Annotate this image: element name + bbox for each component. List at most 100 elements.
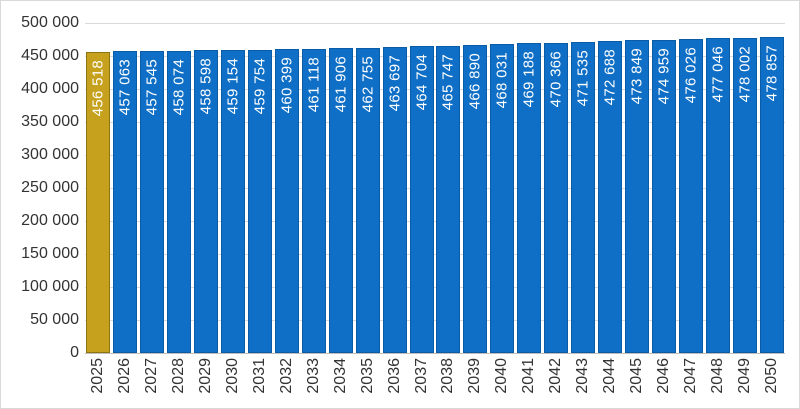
bar-2041: 469 188 (517, 43, 542, 353)
bar-value-label: 459 754 (251, 57, 269, 114)
bar-value-label: 457 545 (143, 59, 161, 116)
bar-2042: 470 366 (544, 42, 569, 353)
bar-value-label: 473 849 (628, 48, 646, 105)
bar-2033: 461 118 (301, 48, 326, 353)
x-axis-tick-label: 2044 (600, 358, 618, 394)
bar-2050: 478 857 (759, 36, 784, 353)
x-axis-tick-slot: 2041 (516, 358, 543, 408)
bar-2040: 468 031 (490, 44, 515, 353)
bar-value-label: 477 046 (709, 46, 727, 103)
x-axis-tick-label: 2027 (143, 358, 161, 394)
bar-value-label: 460 399 (278, 57, 296, 114)
bar-2044: 472 688 (598, 41, 622, 353)
x-axis-tick-label: 2049 (735, 358, 753, 394)
bar-2027: 457 545 (140, 51, 165, 353)
bar-value-label: 474 959 (655, 47, 673, 104)
x-axis-tick-label: 2039 (466, 358, 484, 394)
bar-2031: 459 754 (248, 49, 272, 353)
x-axis-tick-label: 2025 (89, 358, 107, 394)
y-axis-tick-label: 250 000 (21, 179, 79, 196)
y-axis-tick-label: 50 000 (30, 311, 79, 328)
x-axis-tick-label: 2047 (681, 358, 699, 394)
bar-2032: 460 399 (274, 49, 299, 353)
x-axis-tick-label: 2030 (224, 358, 242, 394)
bar-value-label: 476 026 (682, 46, 700, 104)
x-axis-tick-label: 2050 (762, 358, 780, 394)
bar-value-label: 465 747 (439, 53, 457, 110)
x-axis-tick-slot: 2049 (731, 358, 758, 408)
bar-2037: 464 704 (409, 46, 434, 353)
x-axis-tick-label: 2048 (708, 358, 726, 394)
x-axis-tick-slot: 2039 (462, 358, 489, 408)
bar-value-label: 478 857 (763, 44, 781, 102)
x-axis-tick-label: 2032 (277, 358, 295, 394)
x-axis-tick-slot: 2047 (677, 358, 704, 408)
bar-value-label: 466 890 (466, 52, 484, 110)
y-axis-tick-label: 0 (70, 344, 79, 361)
y-axis-tick-label: 300 000 (21, 146, 79, 163)
gridline (85, 23, 785, 24)
x-axis-tick-label: 2041 (520, 358, 538, 394)
x-axis-tick-slot: 2033 (300, 358, 327, 408)
bar-value-label: 458 074 (170, 58, 188, 115)
bar-value-label: 464 704 (413, 54, 431, 111)
x-axis-tick-slot: 2029 (193, 358, 220, 408)
bar-value-label: 459 154 (224, 57, 242, 115)
x-axis-tick-label: 2031 (250, 358, 268, 394)
bar-value-label: 478 002 (736, 45, 754, 102)
bar-value-label: 457 063 (116, 59, 134, 116)
x-axis-tick-label: 2046 (654, 358, 672, 394)
bar-2049: 478 002 (732, 37, 757, 353)
bar-value-label: 472 688 (601, 49, 619, 106)
bar-2048: 477 046 (705, 38, 730, 353)
x-axis-tick-slot: 2050 (758, 358, 785, 408)
bar-value-label: 469 188 (520, 51, 538, 108)
bar-2030: 459 154 (221, 49, 246, 353)
x-axis-tick-slot: 2035 (354, 358, 381, 408)
bar-2038: 465 747 (436, 45, 461, 353)
bar-2029: 458 598 (194, 50, 219, 353)
x-axis-tick-slot: 2032 (273, 358, 300, 408)
bar-2039: 466 890 (463, 44, 488, 353)
x-axis-tick-slot: 2027 (139, 358, 166, 408)
bar-value-label: 471 535 (574, 49, 592, 107)
x-axis-tick-slot: 2025 (85, 358, 112, 408)
x-axis-tick-slot: 2031 (247, 358, 274, 408)
x-axis-tick-slot: 2038 (435, 358, 462, 408)
x-axis-tick-label: 2026 (116, 358, 134, 394)
bar-value-label: 470 366 (547, 50, 565, 107)
bar-2028: 458 074 (167, 50, 192, 353)
x-axis-tick-label: 2037 (412, 358, 430, 394)
x-axis-tick-slot: 2044 (597, 358, 624, 408)
x-axis-line (85, 353, 785, 354)
x-axis-tick-label: 2034 (331, 358, 349, 394)
bar-2045: 473 849 (624, 40, 649, 353)
x-axis-tick-label: 2036 (385, 358, 403, 394)
y-axis-tick-label: 200 000 (21, 212, 79, 229)
bar-2026: 457 063 (113, 51, 138, 353)
x-axis-tick-slot: 2030 (220, 358, 247, 408)
y-axis-tick-label: 100 000 (21, 278, 79, 295)
x-axis-tick-label: 2043 (574, 358, 592, 394)
bar-2025: 456 518 (86, 51, 111, 353)
x-axis-tick-slot: 2042 (543, 358, 570, 408)
bar-2034: 461 906 (328, 48, 353, 353)
bar-2043: 471 535 (571, 41, 596, 353)
bar-2047: 476 026 (678, 38, 703, 353)
x-axis-tick-slot: 2037 (408, 358, 435, 408)
y-axis-tick-label: 350 000 (21, 113, 79, 130)
x-axis-tick-slot: 2026 (112, 358, 139, 408)
bar-2035: 462 755 (355, 47, 380, 353)
x-axis-tick-slot: 2034 (327, 358, 354, 408)
x-axis-tick-label: 2028 (170, 358, 188, 394)
bar-value-label: 456 518 (89, 59, 107, 117)
x-axis-tick-label: 2040 (493, 358, 511, 394)
x-axis-tick-label: 2045 (627, 358, 645, 394)
y-axis-tick-label: 450 000 (21, 47, 79, 64)
bar-value-label: 458 598 (197, 58, 215, 115)
bar-value-label: 468 031 (493, 52, 511, 109)
x-axis-tick-label: 2038 (439, 358, 457, 394)
y-axis-tick-label: 150 000 (21, 245, 79, 262)
x-axis-tick-slot: 2048 (704, 358, 731, 408)
